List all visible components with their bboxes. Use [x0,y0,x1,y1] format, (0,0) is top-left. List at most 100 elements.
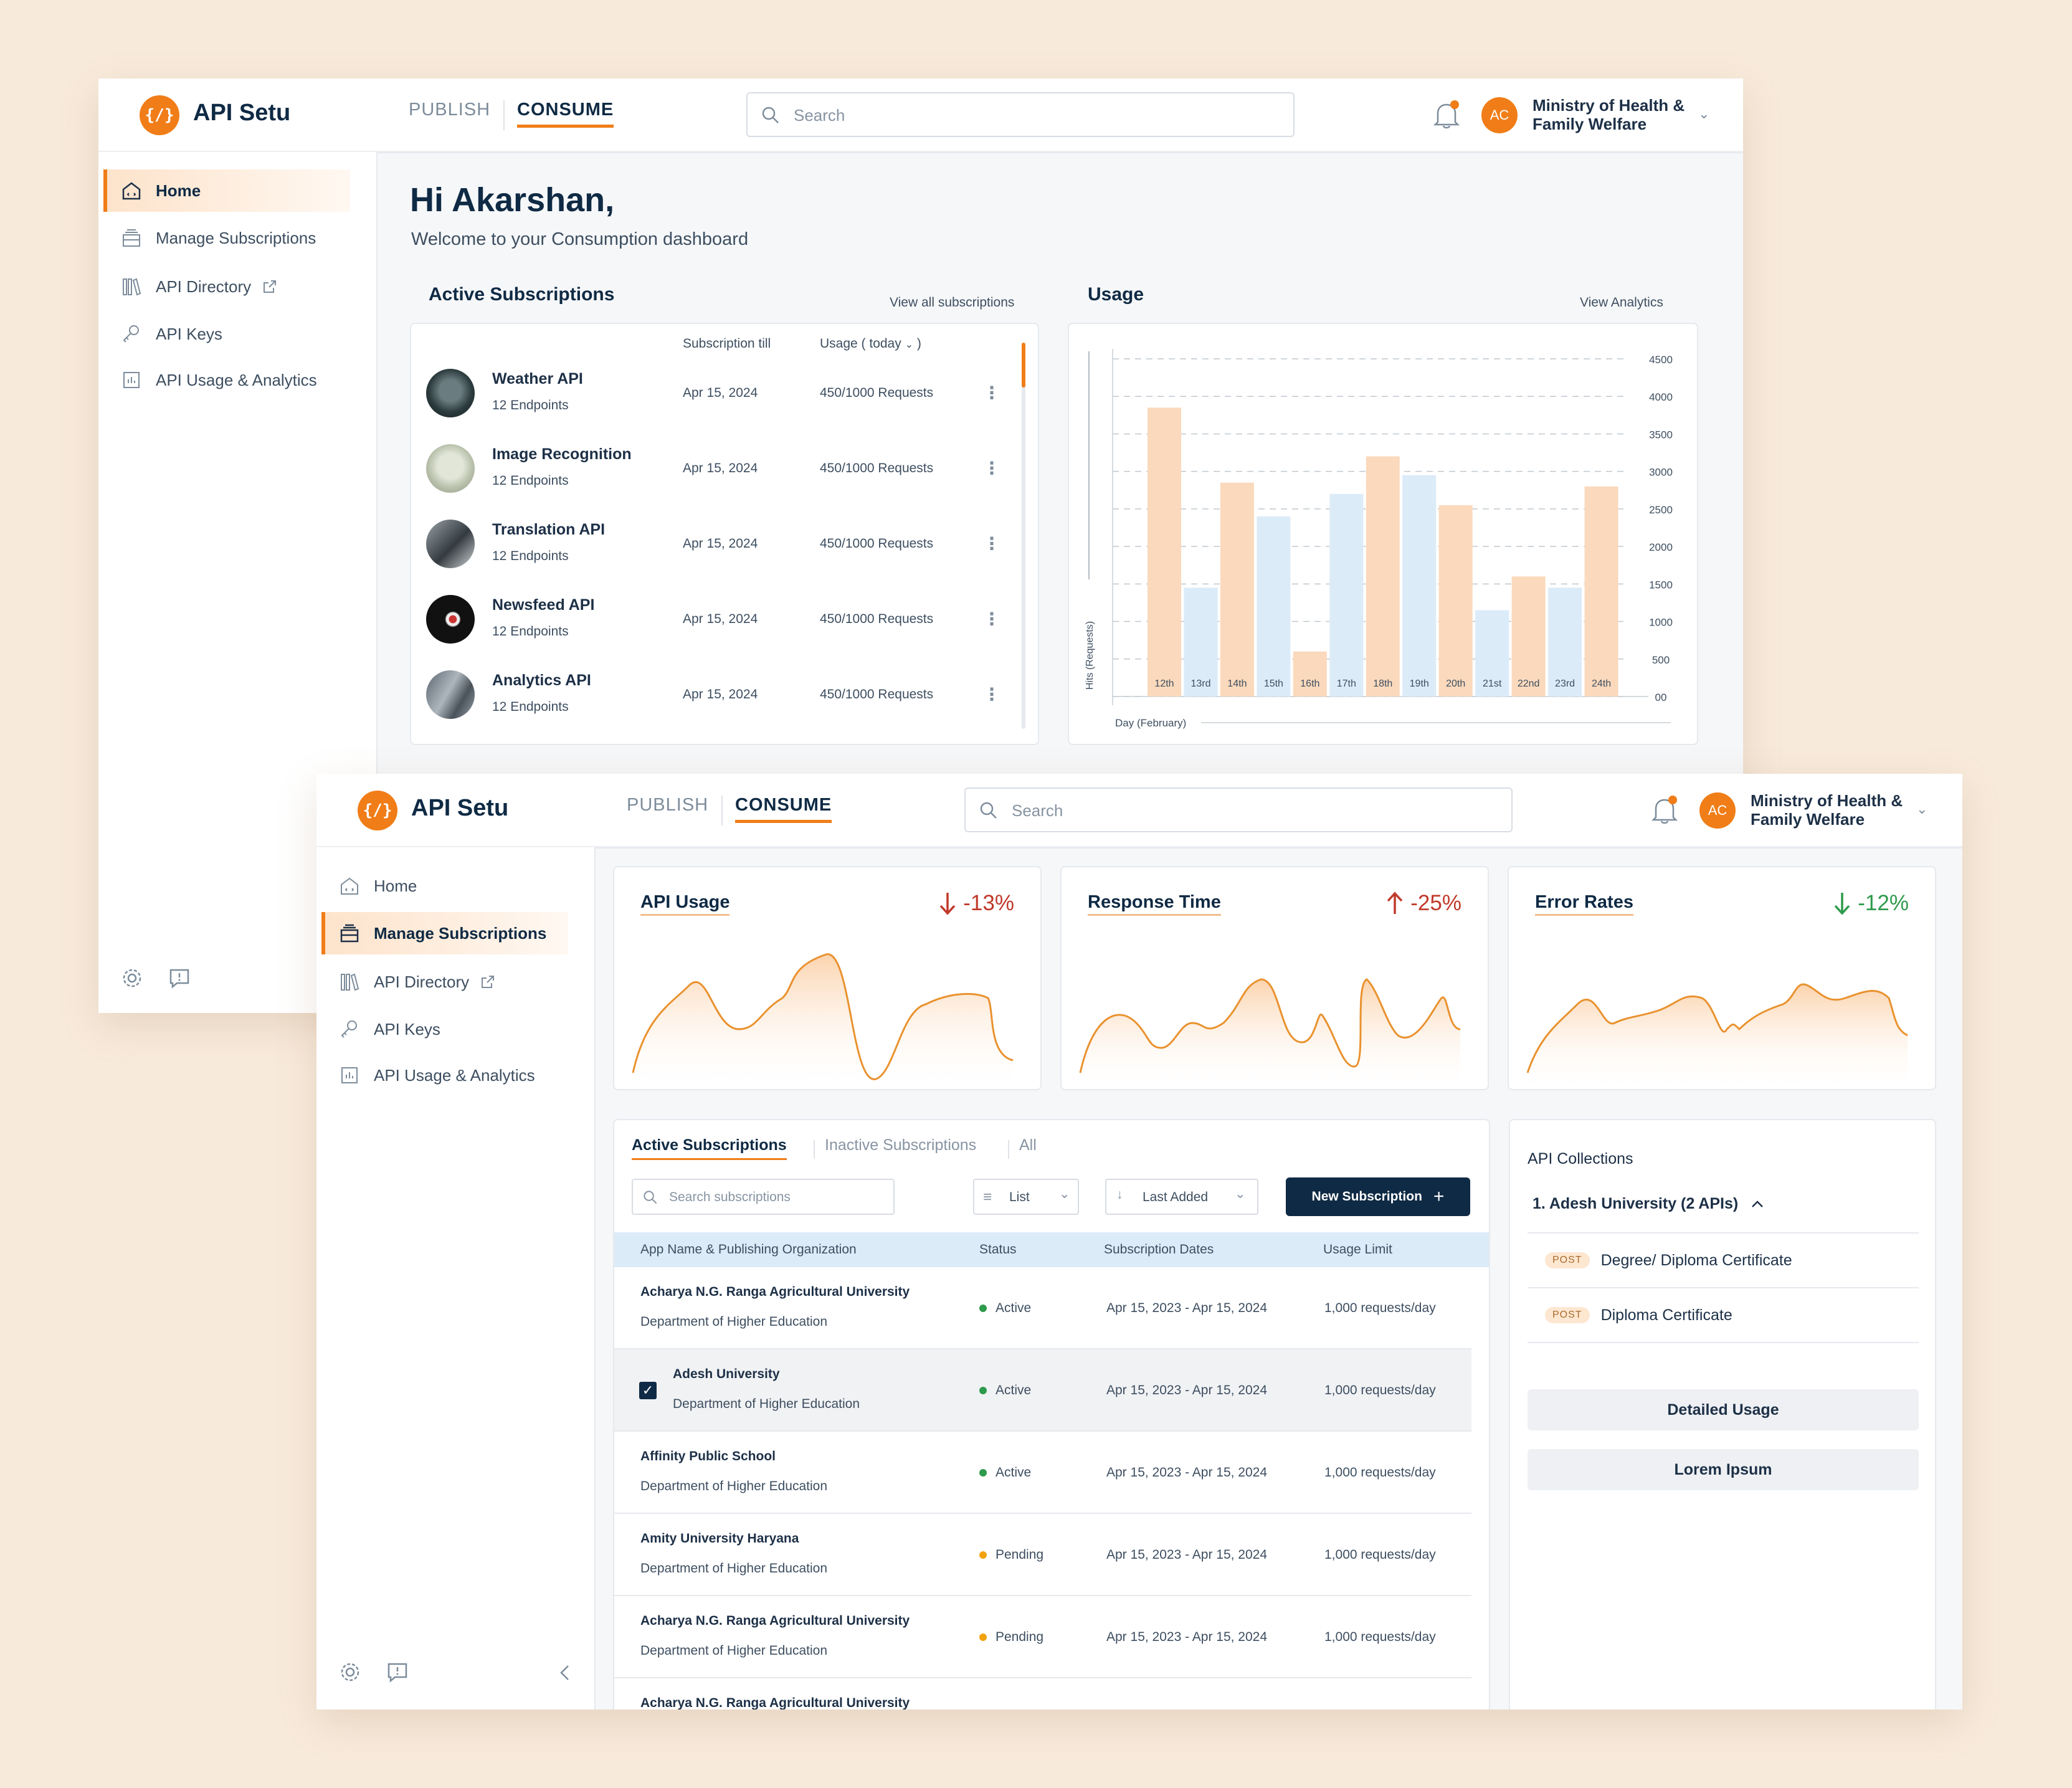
sidebar-item-api-usage-analytics[interactable]: API Usage & Analytics [103,359,317,401]
collection-api-item[interactable]: POST Diploma Certificate [1528,1288,1919,1343]
feedback-icon[interactable] [386,1661,409,1683]
bar-17th[interactable] [1329,493,1364,697]
lorem-ipsum-button[interactable]: Lorem Ipsum [1528,1449,1919,1490]
column-header[interactable]: Subscription Dates [1104,1242,1214,1257]
chevron-down-icon[interactable]: ⌄ [1916,801,1928,817]
row-checkbox-checked[interactable]: ✓ [639,1382,657,1399]
search-subscriptions-input[interactable]: Search subscriptions [632,1179,895,1215]
bar-12th[interactable] [1148,407,1181,697]
detailed-usage-button[interactable]: Detailed Usage [1528,1389,1919,1430]
more-options-icon[interactable]: ⋮ [983,459,1000,478]
bar-20th[interactable] [1438,505,1473,697]
x-tick-label: 21st [1483,678,1502,689]
subscription-dates: Apr 15, 2023 - Apr 15, 2024 [1106,1548,1268,1562]
tab-inactive-subscriptions[interactable]: Inactive Subscriptions [825,1136,977,1154]
brand-name[interactable]: API Setu [411,795,509,821]
y-tick-label: 1500 [1649,579,1673,591]
notification-bell-icon[interactable] [1433,100,1460,130]
app-name: Acharya N.G. Ranga Agricultural Universi… [640,1614,910,1628]
feedback-icon[interactable] [168,967,191,989]
sidebar-item-api-directory[interactable]: API Directory [103,265,277,308]
table-row[interactable]: Amity University Haryana Department of H… [614,1514,1471,1596]
avatar[interactable]: AC [1699,792,1736,829]
sidebar-item-manage-subscriptions[interactable]: Manage Subscriptions [103,217,316,259]
sidebar-item-label: API Usage & Analytics [374,1065,535,1085]
list-item[interactable]: Weather API 12 Endpoints Apr 15, 2024 45… [411,358,1038,433]
bar-18th[interactable] [1366,456,1400,697]
avatar[interactable]: AC [1481,97,1518,133]
table-row[interactable]: Acharya N.G. Ranga Agricultural Universi… [614,1267,1471,1349]
more-options-icon[interactable]: ⋮ [983,534,1000,553]
sidebar-item-api-keys[interactable]: API Keys [103,313,222,355]
bar-23rd[interactable] [1548,587,1582,697]
sort-select[interactable]: ↓ Last Added ⌄ [1105,1179,1258,1215]
sidebar-item-api-usage-analytics[interactable]: API Usage & Analytics [321,1054,535,1096]
bar-21st[interactable] [1475,610,1509,697]
bar-16th[interactable] [1293,651,1327,697]
brand-name[interactable]: API Setu [193,100,291,126]
sidebar-item-api-directory[interactable]: API Directory [321,961,495,1003]
table-row[interactable]: Acharya N.G. Ranga Agricultural Universi… [614,1596,1471,1678]
search-input[interactable]: Search [964,787,1513,832]
usage-bar-chart[interactable]: 00 500 1000 1500 2000 2500 3000 3500 4000 4500 12t… [1069,324,1697,744]
column-header[interactable]: Status [979,1242,1017,1257]
scrollbar-track[interactable] [1022,343,1025,729]
org-name[interactable]: Ministry of Health & Family Welfare [1751,791,1903,829]
column-header[interactable]: Usage Limit [1323,1242,1392,1257]
tab-consume[interactable]: CONSUME [735,795,832,823]
bar-15th[interactable] [1257,516,1291,697]
column-header[interactable]: App Name & Publishing Organization [640,1242,857,1257]
view-mode-select[interactable]: ≡ List ⌄ [973,1179,1079,1215]
more-options-icon[interactable]: ⋮ [983,685,1000,704]
sidebar-item-home[interactable]: Home [103,169,350,212]
table-row[interactable]: Affinity Public School Department of Hig… [614,1432,1471,1514]
chevron-down-icon[interactable]: ⌄ [1698,106,1710,121]
view-all-subscriptions-link[interactable]: View all subscriptions [890,295,1015,310]
bar-13rd[interactable] [1184,587,1218,697]
new-subscription-button[interactable]: New Subscription + [1286,1177,1470,1216]
subscriptions-icon [340,924,359,943]
search-placeholder: Search subscriptions [669,1190,791,1204]
scrollbar-thumb[interactable] [1022,343,1025,388]
search-input[interactable]: Search [746,92,1295,137]
list-icon: ≡ [983,1189,992,1205]
table-row-selected[interactable]: ✓ Adesh University Department of Higher … [614,1349,1471,1432]
more-options-icon[interactable]: ⋮ [983,383,1000,402]
view-analytics-link[interactable]: View Analytics [1580,295,1663,310]
list-item[interactable]: Newsfeed API 12 Endpoints Apr 15, 2024 4… [411,584,1038,659]
metric-card-api-usage[interactable]: API Usage -13% [613,866,1042,1090]
bar-14th[interactable] [1220,482,1254,697]
tab-all[interactable]: All [1019,1136,1037,1154]
list-item[interactable]: Analytics API 12 Endpoints Apr 15, 2024 … [411,659,1038,735]
tab-publish[interactable]: PUBLISH [627,795,709,815]
metric-card-response-time[interactable]: Response Time -25% [1060,866,1489,1090]
bar-19th[interactable] [1402,475,1437,697]
more-options-icon[interactable]: ⋮ [983,609,1000,629]
sidebar-item-api-keys[interactable]: API Keys [321,1008,440,1050]
settings-gear-icon[interactable] [339,1661,361,1683]
metric-card-error-rates[interactable]: Error Rates -12% [1508,866,1936,1090]
settings-gear-icon[interactable] [121,967,143,989]
collapse-sidebar-chevron-left-icon[interactable] [557,1663,573,1682]
sidebar-item-manage-subscriptions[interactable]: Manage Subscriptions [321,912,568,954]
notification-bell-icon[interactable] [1651,795,1678,825]
org-name[interactable]: Ministry of Health & Family Welfare [1533,96,1685,133]
bar-24th[interactable] [1584,486,1618,697]
list-item[interactable]: Translation API 12 Endpoints Apr 15, 202… [411,508,1038,584]
sidebar-item-home[interactable]: Home [321,865,417,907]
bar-22nd[interactable] [1511,576,1546,697]
table-row[interactable]: Acharya N.G. Ranga Agricultural Universi… [614,1678,1471,1710]
tab-publish[interactable]: PUBLISH [409,100,491,120]
collection-group-header[interactable]: 1. Adesh University (2 APIs) [1533,1195,1764,1213]
tab-consume[interactable]: CONSUME [517,100,614,128]
greeting-heading: Hi Akarshan, [410,181,615,219]
tab-active-subscriptions[interactable]: Active Subscriptions [632,1136,787,1160]
x-axis-label: Day (February) [1115,717,1186,729]
y-axis-label: Hits (Requests) [1085,621,1095,690]
list-item[interactable]: Image Recognition 12 Endpoints Apr 15, 2… [411,433,1038,508]
collection-api-item[interactable]: POST Degree/ Diploma Certificate [1528,1234,1919,1288]
api-setu-logo-icon[interactable]: {/} [140,95,179,135]
col-usage-today[interactable]: Usage ( today ⌄ ) [820,336,921,351]
api-setu-logo-icon[interactable]: {/} [358,791,397,830]
status-dot [979,1633,987,1641]
